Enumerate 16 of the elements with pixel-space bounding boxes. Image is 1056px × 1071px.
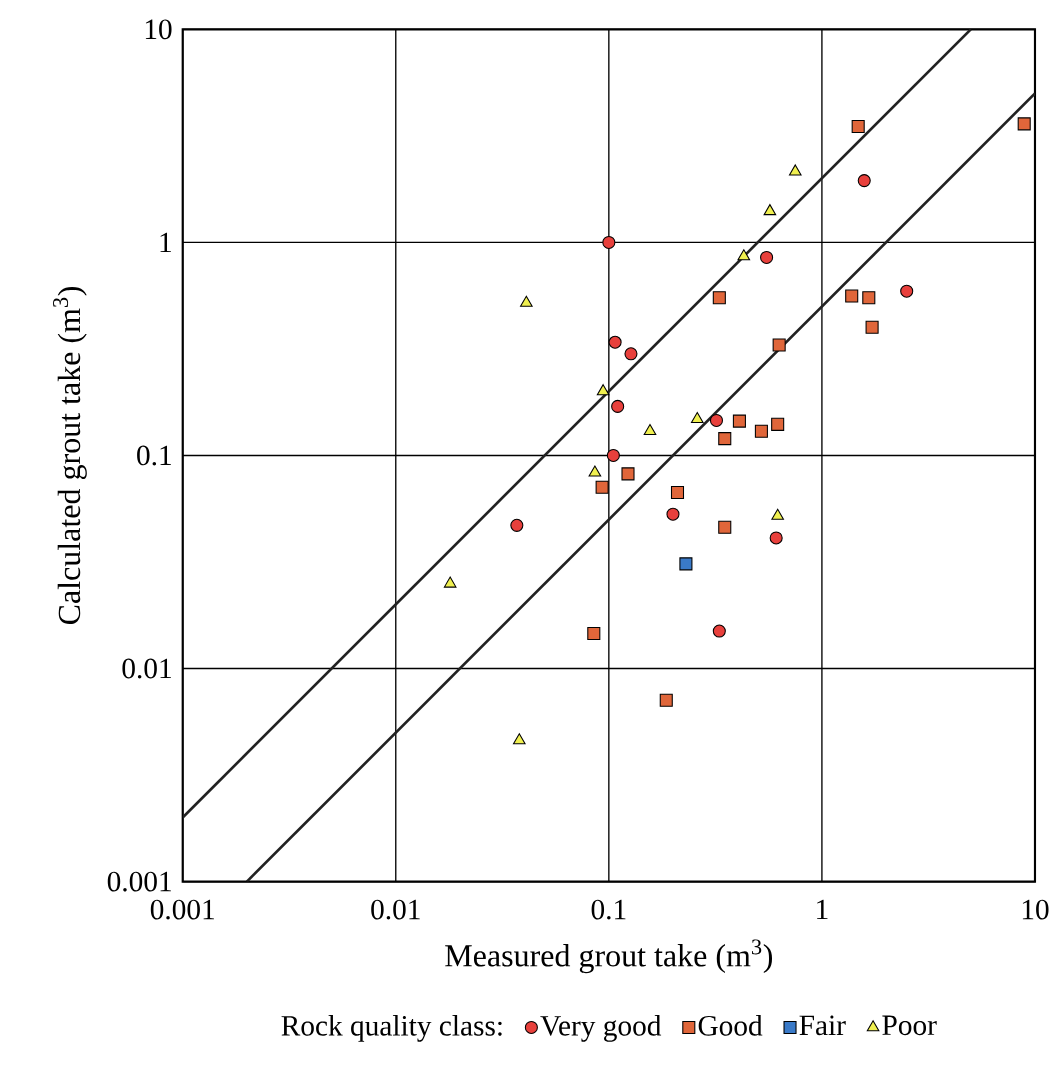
x-tick-label: 1 xyxy=(816,899,828,920)
y-tick-label: 0.001 xyxy=(107,871,171,892)
legend-label: Poor xyxy=(882,1015,937,1036)
legend-label: Very good xyxy=(540,1015,661,1042)
x-tick-label: 0.1 xyxy=(591,899,626,920)
y-tick-label: 0.1 xyxy=(136,445,171,466)
y-axis-title: Calculated grout take (m$^{3}$) xyxy=(52,286,87,625)
x-tick-label: 10 xyxy=(1022,899,1049,920)
x-axis-title: Measured grout take (m$^{3}$) xyxy=(445,939,772,974)
y-tick-label: 1 xyxy=(160,232,171,253)
x-tick-label: 0.01 xyxy=(371,899,420,920)
legend-title: Rock quality class: xyxy=(281,1015,502,1042)
y-tick-label: 0.01 xyxy=(122,658,171,679)
legend-label: Fair xyxy=(799,1015,846,1036)
y-tick-label: 10 xyxy=(145,19,172,40)
legend-label: Good xyxy=(698,1015,763,1036)
